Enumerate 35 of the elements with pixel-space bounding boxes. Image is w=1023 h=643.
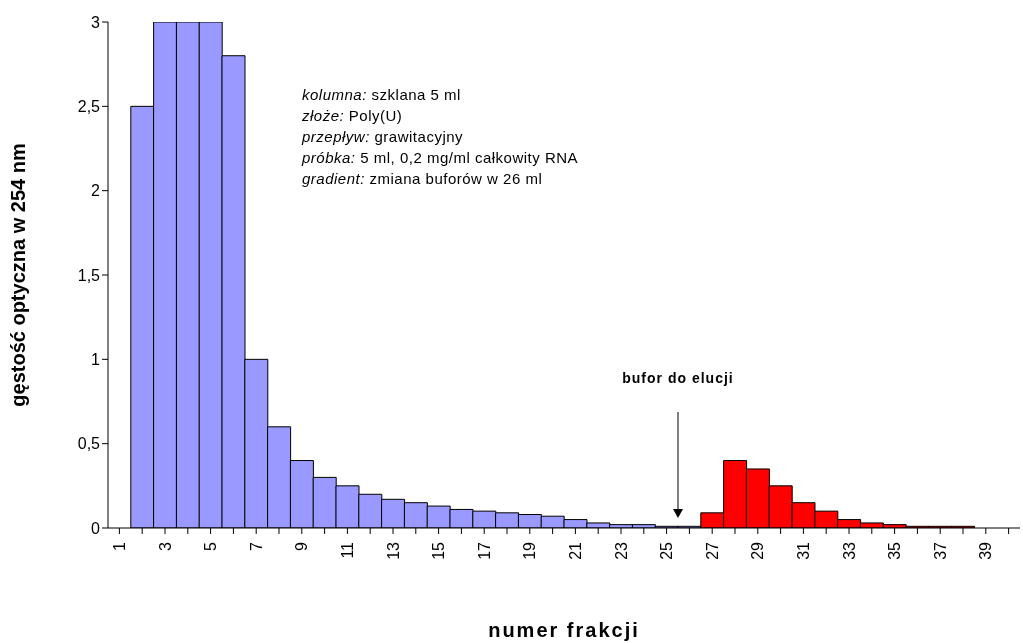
- x-tick-label: 27: [703, 541, 721, 560]
- y-tick-label: 1,5: [77, 266, 101, 284]
- x-tick-label: 5: [202, 541, 220, 551]
- x-tick-label: 1: [110, 541, 128, 551]
- x-tick-label: 29: [749, 541, 767, 560]
- annotation: gradient: zmiana buforów w 26 ml: [302, 169, 544, 189]
- annotation: próbka: 5 ml, 0,2 mg/ml całkowity RNA: [302, 148, 579, 168]
- x-tick-label: 19: [521, 541, 539, 560]
- x-axis-title: numer frakcji: [488, 619, 640, 641]
- annotation: przepływ: grawitacyjny: [302, 127, 465, 147]
- y-tick-label: 2: [91, 182, 101, 200]
- x-tick-label: 37: [931, 541, 949, 560]
- x-tick-label: 3: [156, 541, 174, 551]
- y-tick-label: 1: [91, 351, 101, 369]
- annotation: kolumna: szklana 5 ml: [302, 85, 462, 105]
- x-tick-label: 7: [247, 541, 265, 551]
- x-tick-label: 25: [658, 541, 676, 560]
- y-tick-label: 2,5: [77, 98, 101, 116]
- y-tick-label: 3: [91, 13, 101, 31]
- x-tick-label: 35: [886, 541, 904, 560]
- x-tick-label: 17: [475, 541, 493, 560]
- annotation: złoże: Poly(U): [302, 106, 404, 126]
- x-tick-label: 21: [566, 541, 584, 560]
- x-tick-label: 23: [612, 541, 630, 560]
- y-axis-title: gęstość optyczna w 254 nm: [7, 143, 30, 407]
- annotation: bufor do elucji: [621, 370, 735, 386]
- x-tick-label: 11: [338, 541, 356, 559]
- x-tick-label: 31: [794, 541, 812, 560]
- x-tick-label: 13: [384, 541, 402, 560]
- y-tick-label: 0: [91, 519, 101, 537]
- x-tick-label: 39: [977, 541, 995, 560]
- x-tick-label: 33: [840, 541, 858, 560]
- x-tick-label: 9: [293, 541, 311, 551]
- x-tick-label: 15: [430, 541, 448, 560]
- y-tick-label: 0,5: [77, 435, 101, 453]
